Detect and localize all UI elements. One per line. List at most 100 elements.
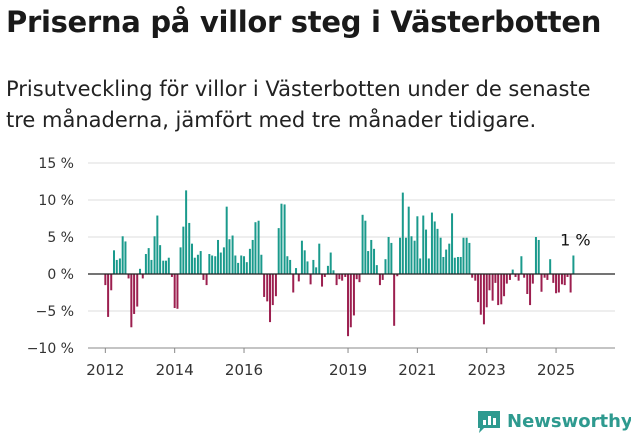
bar-negative bbox=[569, 274, 572, 293]
bar-positive bbox=[425, 229, 428, 274]
bar-negative bbox=[338, 274, 341, 280]
bar-positive bbox=[370, 239, 373, 274]
bar-negative bbox=[566, 274, 569, 277]
bar-positive bbox=[549, 259, 552, 274]
y-tick-label: 10 % bbox=[38, 193, 74, 209]
bar-positive bbox=[451, 213, 454, 274]
bar-positive bbox=[289, 259, 292, 274]
bar-positive bbox=[159, 245, 162, 274]
bar-negative bbox=[170, 274, 173, 277]
bar-negative bbox=[555, 274, 558, 294]
bar-negative bbox=[508, 274, 511, 280]
brand: Newsworthy bbox=[476, 408, 631, 434]
bars bbox=[88, 190, 615, 337]
bar-negative bbox=[500, 274, 503, 305]
bar-positive bbox=[167, 257, 170, 274]
bar-positive bbox=[572, 255, 575, 274]
bar-positive bbox=[430, 212, 433, 274]
bar-negative bbox=[540, 274, 543, 292]
bar-negative bbox=[347, 274, 350, 337]
bar-negative bbox=[266, 274, 269, 302]
bar-positive bbox=[312, 259, 315, 274]
bar-positive bbox=[188, 222, 191, 274]
bar-positive bbox=[217, 239, 220, 274]
bar-positive bbox=[179, 247, 182, 274]
bar-negative bbox=[488, 274, 491, 291]
bar-positive bbox=[199, 251, 202, 274]
bar-positive bbox=[150, 259, 153, 274]
bar-negative bbox=[497, 274, 500, 306]
bar-positive bbox=[419, 258, 422, 274]
bar-negative bbox=[309, 274, 312, 285]
bar-negative bbox=[514, 274, 517, 277]
bar-negative bbox=[263, 274, 266, 297]
bar-positive bbox=[300, 240, 303, 274]
bar-negative bbox=[341, 274, 344, 281]
x-tick-label: 2021 bbox=[398, 361, 436, 379]
bar-positive bbox=[367, 251, 370, 274]
bar-positive bbox=[399, 237, 402, 274]
bar-negative bbox=[494, 274, 497, 283]
bar-positive bbox=[193, 257, 196, 274]
bar-positive bbox=[280, 203, 283, 274]
bar-positive bbox=[520, 256, 523, 274]
bar-positive bbox=[231, 235, 234, 274]
bar-negative bbox=[529, 274, 532, 306]
bar-positive bbox=[436, 228, 439, 274]
bar-negative bbox=[552, 274, 555, 283]
bar-negative bbox=[141, 274, 144, 279]
bar-negative bbox=[292, 274, 295, 293]
bar-negative bbox=[491, 274, 494, 301]
bar-positive bbox=[413, 240, 416, 274]
bar-negative bbox=[271, 274, 274, 306]
bar-positive bbox=[445, 249, 448, 274]
bar-positive bbox=[439, 237, 442, 274]
bar-positive bbox=[139, 268, 142, 274]
bar-negative bbox=[110, 274, 113, 291]
bar-negative bbox=[531, 274, 534, 284]
bar-negative bbox=[517, 274, 520, 281]
bar-positive bbox=[165, 260, 168, 274]
bar-positive bbox=[124, 241, 127, 274]
bar-positive bbox=[364, 220, 367, 274]
bar-negative bbox=[378, 274, 381, 286]
bar-positive bbox=[118, 258, 121, 274]
bar-positive bbox=[240, 255, 243, 274]
bar-positive bbox=[245, 262, 248, 274]
bar-positive bbox=[401, 192, 404, 274]
bar-positive bbox=[121, 236, 124, 274]
x-tick-label: 2025 bbox=[537, 361, 575, 379]
bar-positive bbox=[115, 259, 118, 274]
bar-positive bbox=[326, 265, 329, 274]
bar-negative bbox=[358, 274, 361, 283]
bar-negative bbox=[321, 274, 324, 287]
x-tick-label: 2023 bbox=[468, 361, 506, 379]
bar-positive bbox=[465, 237, 468, 274]
bar-positive bbox=[537, 239, 540, 274]
bar-positive bbox=[196, 254, 199, 274]
y-axis: −10 % −5 % 0 % 5 % 10 % 15 % bbox=[27, 156, 74, 357]
bar-positive bbox=[453, 257, 456, 274]
bar-negative bbox=[136, 274, 139, 307]
bar-negative bbox=[485, 274, 488, 308]
bar-positive bbox=[332, 270, 335, 274]
bar-positive bbox=[303, 250, 306, 274]
bar-negative bbox=[130, 274, 133, 328]
bar-positive bbox=[318, 243, 321, 274]
bar-negative bbox=[523, 274, 526, 278]
bar-positive bbox=[254, 222, 257, 274]
bar-negative bbox=[355, 274, 358, 280]
bar-negative bbox=[107, 274, 110, 317]
bar-negative bbox=[349, 274, 352, 328]
bar-positive bbox=[390, 242, 393, 274]
bar-positive bbox=[306, 261, 309, 274]
bar-positive bbox=[237, 262, 240, 274]
bar-negative bbox=[563, 274, 566, 286]
bar-negative bbox=[381, 274, 384, 280]
bar-positive bbox=[511, 269, 514, 274]
latest-value-label: 1 % bbox=[560, 231, 590, 250]
chart-title: Priserna på villor steg i Västerbotten bbox=[6, 5, 602, 39]
bar-negative bbox=[482, 274, 485, 325]
bar-positive bbox=[191, 243, 194, 274]
x-tick-label: 2016 bbox=[225, 361, 263, 379]
